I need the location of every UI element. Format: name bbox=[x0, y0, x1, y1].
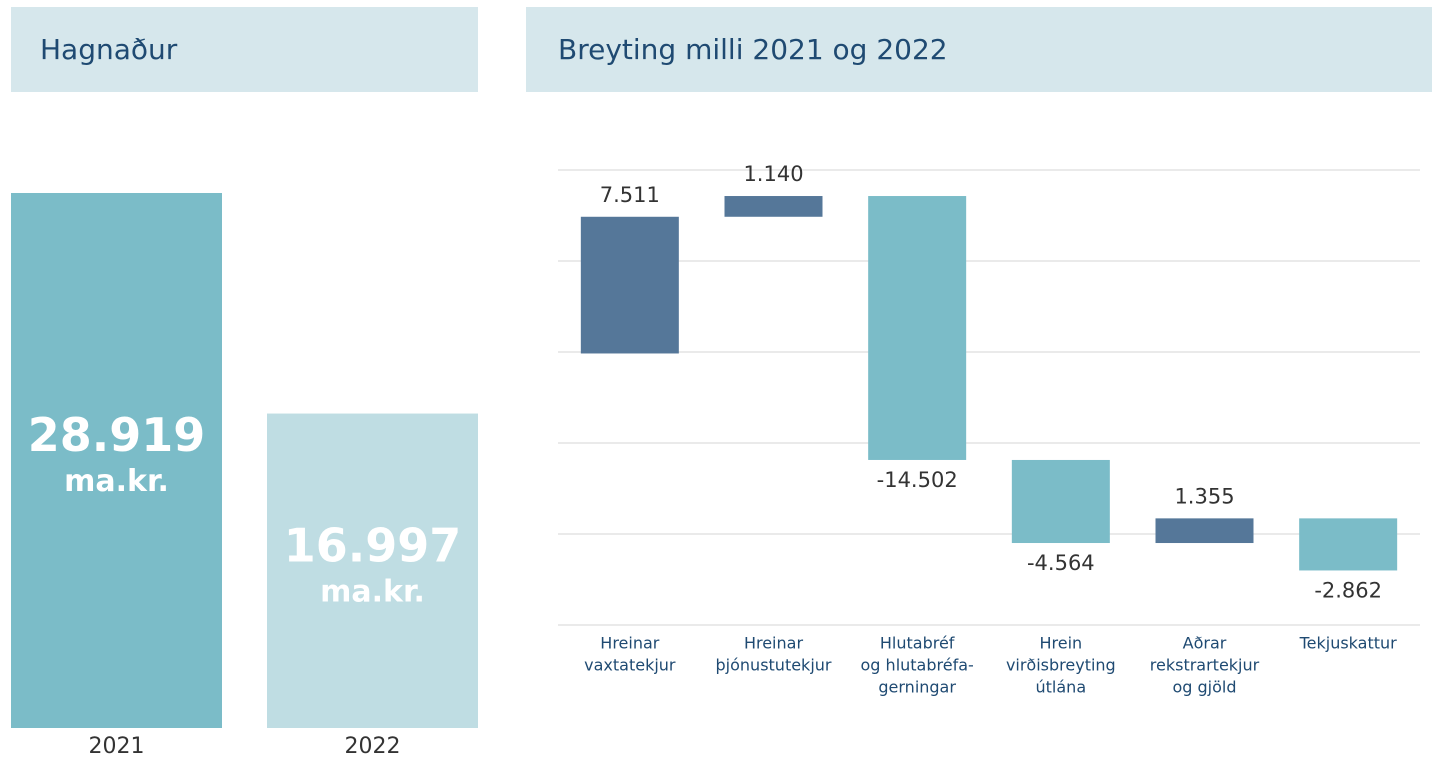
x-tick-label: 2022 bbox=[345, 734, 401, 757]
unit-label: ma.kr. bbox=[320, 574, 425, 609]
x-tick-label: og gjöld bbox=[1172, 678, 1236, 697]
value-label: -2.862 bbox=[1314, 578, 1382, 602]
bar bbox=[1011, 459, 1110, 544]
value-label: 1.140 bbox=[743, 162, 803, 186]
bar bbox=[580, 216, 679, 354]
x-tick-label: Hlutabréf bbox=[880, 634, 955, 653]
x-tick-label: útlána bbox=[1036, 678, 1087, 697]
x-tick-label: þjónustutekjur bbox=[716, 656, 832, 675]
x-tick-label: Hrein bbox=[1039, 634, 1082, 653]
value-label: 1.355 bbox=[1174, 484, 1234, 508]
chart-title: Hagnaður bbox=[40, 33, 178, 66]
value-label: 16.997 bbox=[284, 518, 462, 572]
x-tick-label: Hreinar bbox=[600, 634, 659, 653]
x-tick-label: Aðrar bbox=[1183, 634, 1227, 653]
value-label: -14.502 bbox=[877, 468, 958, 492]
x-tick-label: Tekjuskattur bbox=[1299, 634, 1398, 653]
x-tick-label: vaxtatekjur bbox=[584, 656, 676, 675]
bar bbox=[11, 192, 222, 728]
x-tick-label: Hreinar bbox=[744, 634, 803, 653]
chart-title: Breyting milli 2021 og 2022 bbox=[558, 33, 948, 66]
bar bbox=[1155, 518, 1254, 544]
x-tick-label: 2021 bbox=[89, 734, 145, 757]
bar bbox=[724, 196, 823, 217]
x-tick-label: rekstrartekjur bbox=[1150, 656, 1260, 675]
x-tick-label: og hlutabréfa- bbox=[861, 656, 974, 675]
x-tick-label: gerningar bbox=[878, 678, 956, 697]
x-tick-label: virðisbreyting bbox=[1006, 656, 1116, 675]
unit-label: ma.kr. bbox=[64, 464, 169, 499]
bar bbox=[267, 413, 478, 728]
header-right bbox=[526, 7, 1432, 92]
bar bbox=[868, 196, 967, 460]
value-label: 7.511 bbox=[600, 183, 660, 207]
value-label: -4.564 bbox=[1027, 551, 1095, 575]
bar bbox=[1299, 518, 1398, 571]
value-label: 28.919 bbox=[28, 408, 206, 462]
header-left bbox=[11, 7, 478, 92]
